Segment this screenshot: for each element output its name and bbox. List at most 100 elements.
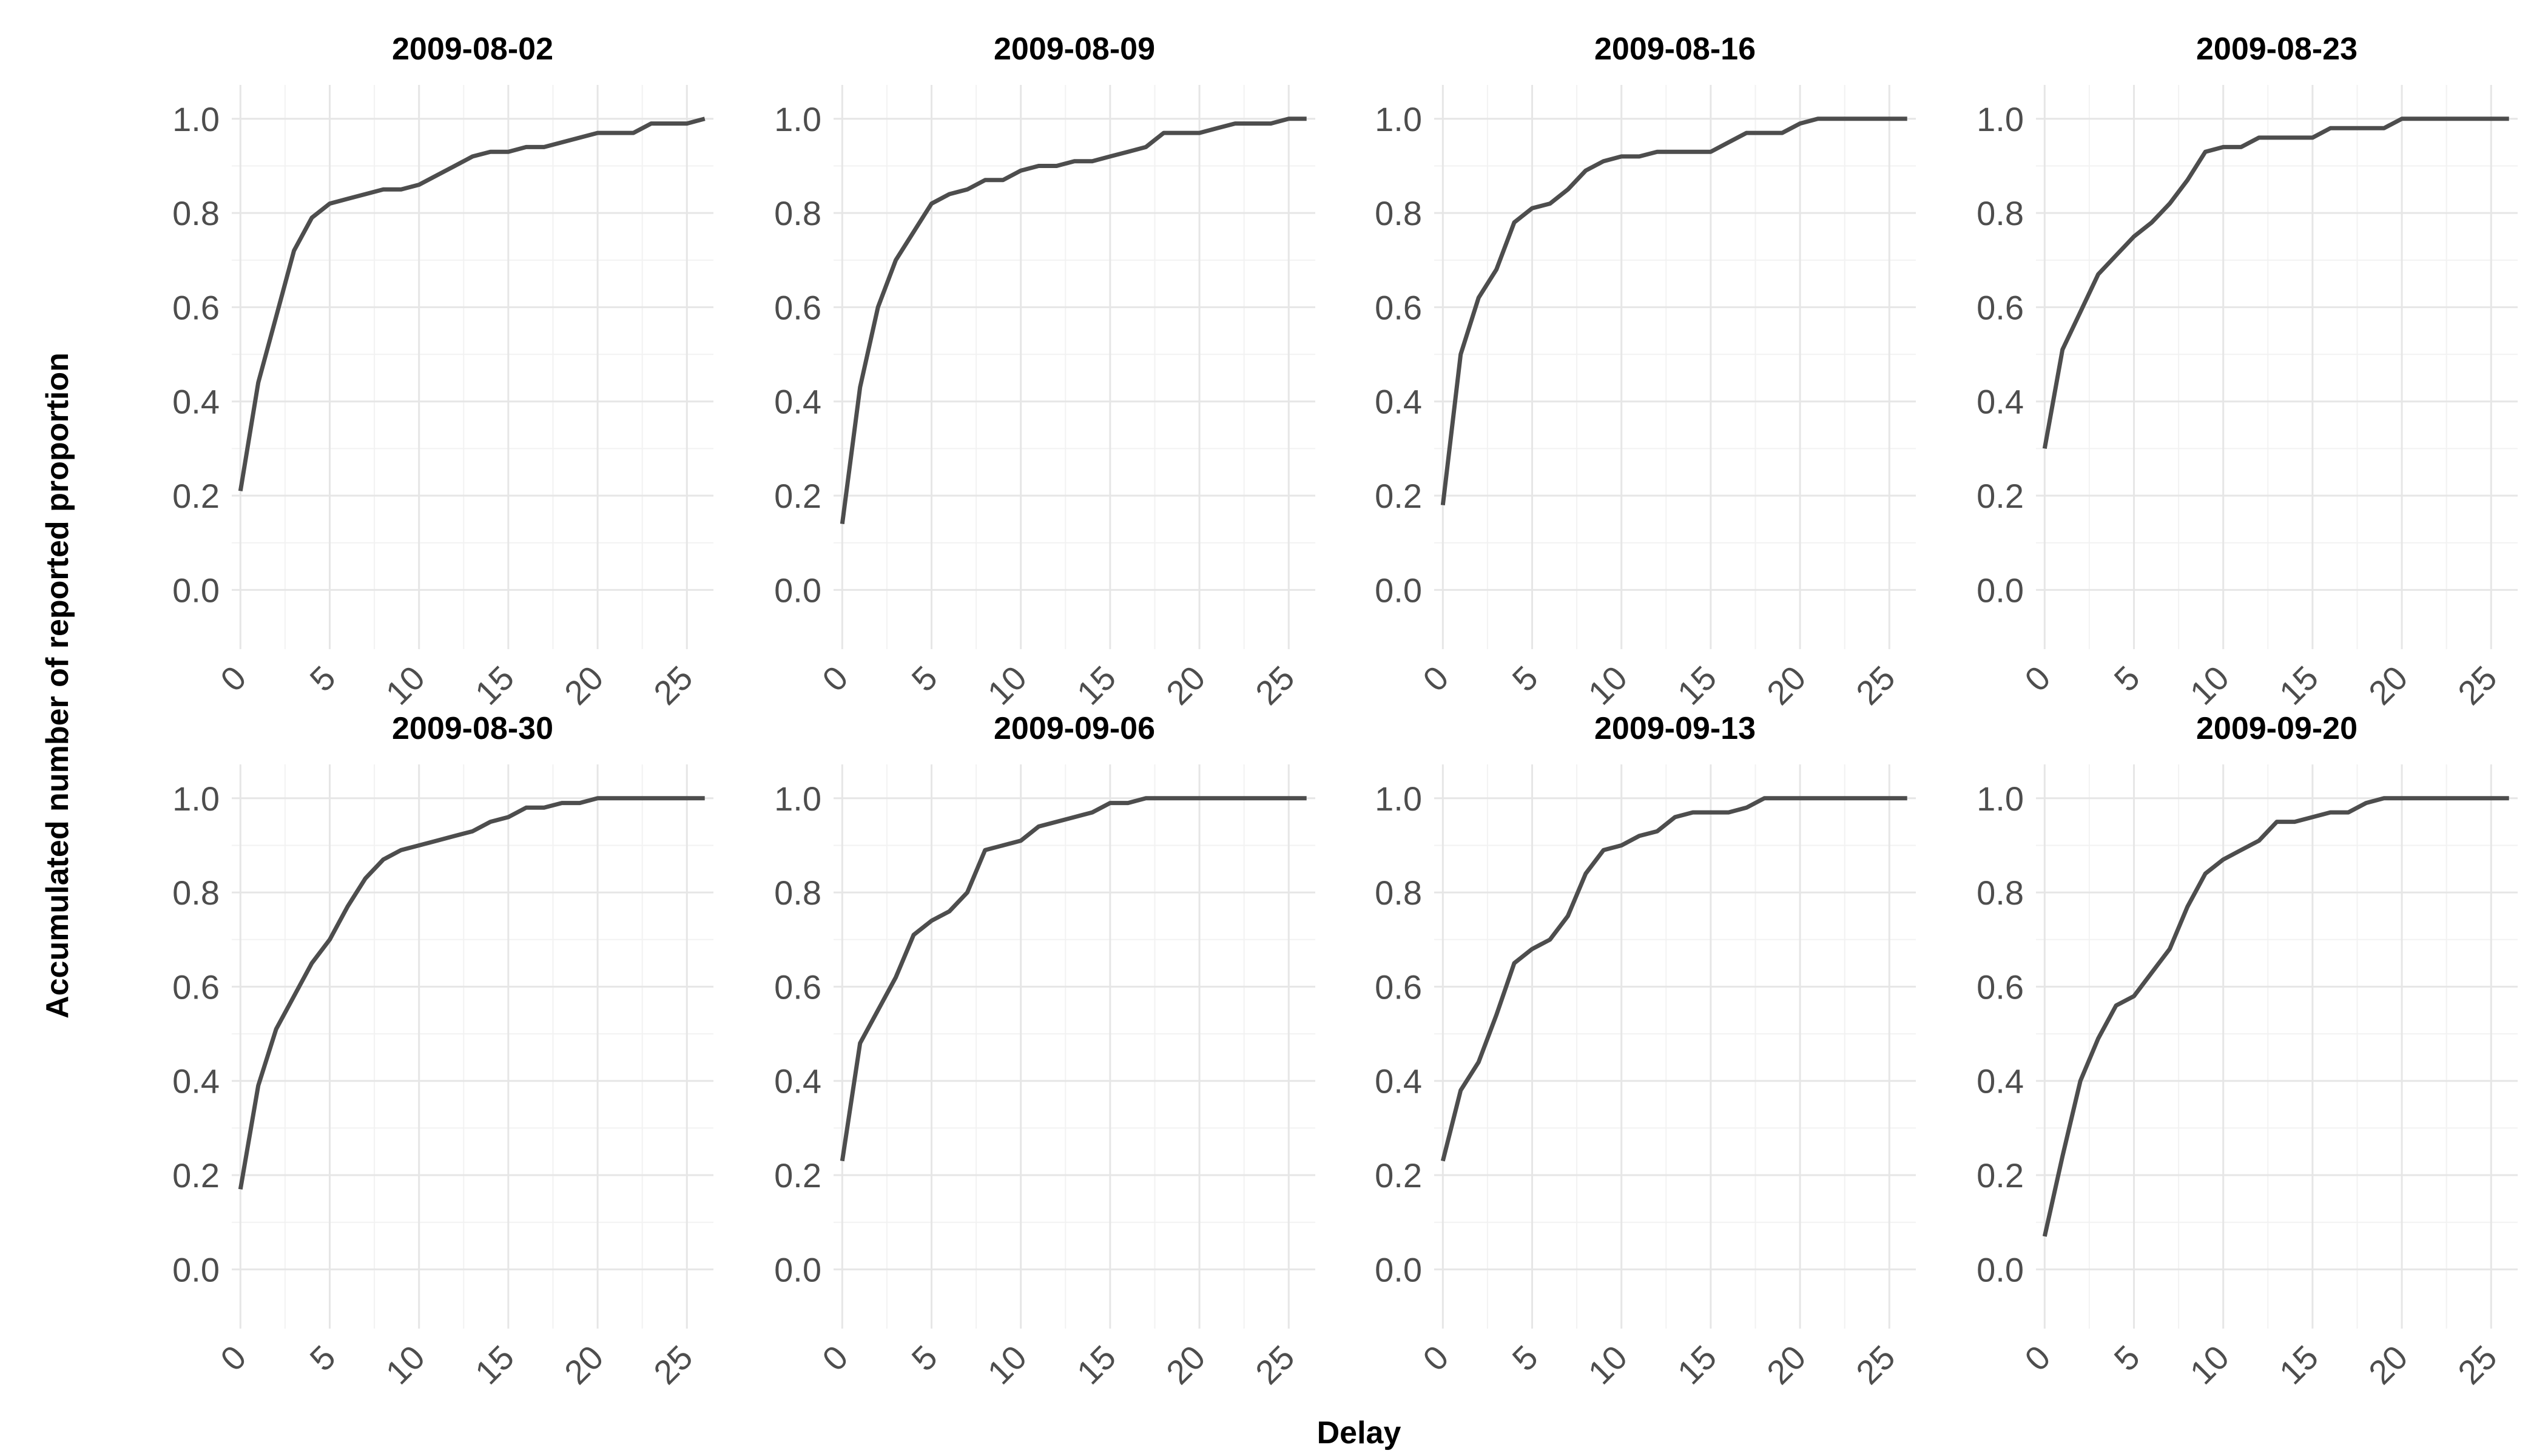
y-tick-label: 0.0 (774, 571, 821, 609)
y-tick-label: 0.8 (774, 194, 821, 232)
y-tick-label: 0.0 (1977, 1250, 2024, 1289)
panel-title: 2009-09-06 (994, 711, 1155, 746)
x-tick-label: 15 (2272, 658, 2326, 712)
x-tick-label: 5 (302, 658, 343, 699)
y-tick-label: 0.8 (1375, 194, 1422, 232)
panel-title: 2009-08-09 (994, 32, 1155, 67)
y-tick-label: 0.2 (172, 477, 220, 515)
x-tick-label: 15 (2272, 1338, 2326, 1392)
x-tick-label: 10 (1580, 658, 1634, 712)
x-tick-label: 20 (557, 658, 611, 712)
x-tick-label: 0 (2017, 1338, 2058, 1378)
y-tick-label: 0.0 (172, 1250, 220, 1289)
x-tick-label: 15 (468, 1338, 522, 1392)
y-tick-label: 0.2 (1375, 1156, 1422, 1195)
x-tick-label: 25 (1849, 1338, 1903, 1392)
x-tick-label: 20 (557, 1338, 611, 1392)
x-tick-label: 15 (1070, 658, 1124, 712)
y-tick-label: 0.8 (1977, 194, 2024, 232)
panel-4: 2009-08-23 0.0 0.2 0.4 0.6 0.8 1.0 0 5 10 15 20 25 (1977, 32, 2518, 712)
series-line (238, 116, 706, 491)
y-tick-label: 0.0 (1375, 571, 1422, 609)
series-line (840, 796, 1307, 1162)
y-tick-label: 1.0 (172, 780, 220, 818)
x-tick-label: 15 (1670, 1338, 1724, 1392)
y-tick-label: 1.0 (1977, 780, 2024, 818)
y-tick-label: 0.4 (172, 383, 220, 421)
panel-title: 2009-09-13 (1594, 711, 1756, 746)
x-tick-label: 10 (1580, 1338, 1634, 1392)
x-tick-label: 0 (815, 658, 855, 699)
y-tick-label: 0.4 (172, 1062, 220, 1100)
y-tick-label: 0.2 (774, 1156, 821, 1195)
series-line (840, 116, 1307, 525)
y-tick-label: 0.2 (1977, 477, 2024, 515)
panel-title: 2009-08-23 (2196, 32, 2358, 67)
x-tick-label: 10 (2182, 658, 2236, 712)
y-tick-label: 0.0 (1977, 571, 2024, 609)
panel-7: 2009-09-13 0.0 0.2 0.4 0.6 0.8 1.0 0 5 10 15 20 25 (1375, 711, 1916, 1392)
x-axis-title: Delay (1316, 1415, 1401, 1451)
x-tick-label: 10 (378, 658, 432, 712)
series-line (238, 796, 705, 1190)
y-tick-label: 0.8 (774, 874, 821, 912)
x-tick-label: 25 (2450, 658, 2504, 712)
x-tick-label: 5 (2106, 1338, 2147, 1378)
x-tick-label: 25 (646, 658, 700, 712)
x-tick-label: 20 (1159, 658, 1213, 712)
y-tick-label: 0.0 (1375, 1250, 1422, 1289)
x-tick-label: 25 (646, 1338, 700, 1392)
y-tick-label: 0.4 (1977, 383, 2024, 421)
x-tick-label: 0 (2017, 658, 2058, 699)
y-tick-label: 0.4 (774, 1062, 821, 1100)
y-tick-label: 0.6 (1375, 968, 1422, 1006)
y-tick-label: 1.0 (774, 100, 821, 138)
series-line (1440, 796, 1907, 1162)
y-tick-label: 0.8 (1977, 874, 2024, 912)
y-tick-label: 1.0 (1375, 100, 1422, 138)
x-tick-label: 20 (1759, 1338, 1813, 1392)
y-tick-label: 0.2 (172, 1156, 220, 1195)
series-line (1440, 116, 1907, 506)
y-tick-label: 0.6 (172, 968, 220, 1006)
panel-title: 2009-09-20 (2196, 711, 2358, 746)
x-tick-label: 20 (2361, 1338, 2415, 1392)
y-tick-label: 1.0 (1375, 780, 1422, 818)
y-tick-label: 0.4 (1375, 1062, 1422, 1100)
x-tick-label: 25 (1248, 1338, 1302, 1392)
x-tick-label: 15 (1070, 1338, 1124, 1392)
x-tick-label: 5 (302, 1338, 343, 1378)
x-tick-label: 0 (815, 1338, 855, 1378)
y-tick-label: 0.4 (774, 383, 821, 421)
y-tick-label: 0.2 (1375, 477, 1422, 515)
y-tick-label: 0.8 (1375, 874, 1422, 912)
x-tick-label: 5 (2106, 658, 2147, 699)
x-tick-label: 20 (2361, 658, 2415, 712)
y-tick-label: 0.0 (172, 571, 220, 609)
x-tick-label: 20 (1159, 1338, 1213, 1392)
panel-title: 2009-08-02 (392, 32, 553, 67)
x-tick-label: 5 (904, 658, 945, 699)
y-tick-label: 0.6 (1977, 968, 2024, 1006)
y-tick-label: 0.8 (172, 194, 220, 232)
x-tick-label: 0 (1415, 1338, 1456, 1378)
y-tick-label: 0.8 (172, 874, 220, 912)
x-tick-label: 5 (904, 1338, 945, 1378)
y-tick-label: 0.2 (1977, 1156, 2024, 1195)
x-tick-label: 0 (213, 1338, 254, 1378)
y-tick-label: 0.6 (774, 968, 821, 1006)
panel-2: 2009-08-09 0.0 0.2 0.4 0.6 0.8 1.0 0 5 10 15 20 25 (774, 32, 1315, 712)
x-tick-label: 10 (980, 658, 1034, 712)
x-tick-label: 20 (1759, 658, 1813, 712)
x-tick-label: 10 (2182, 1338, 2236, 1392)
x-tick-label: 15 (468, 658, 522, 712)
panel-title: 2009-08-30 (392, 711, 553, 746)
series-line (2042, 796, 2509, 1237)
y-tick-label: 0.2 (774, 477, 821, 515)
x-tick-label: 10 (378, 1338, 432, 1392)
y-tick-label: 1.0 (1977, 100, 2024, 138)
panel-title: 2009-08-16 (1594, 32, 1756, 67)
y-tick-label: 1.0 (172, 100, 220, 138)
y-tick-label: 0.6 (172, 288, 220, 326)
